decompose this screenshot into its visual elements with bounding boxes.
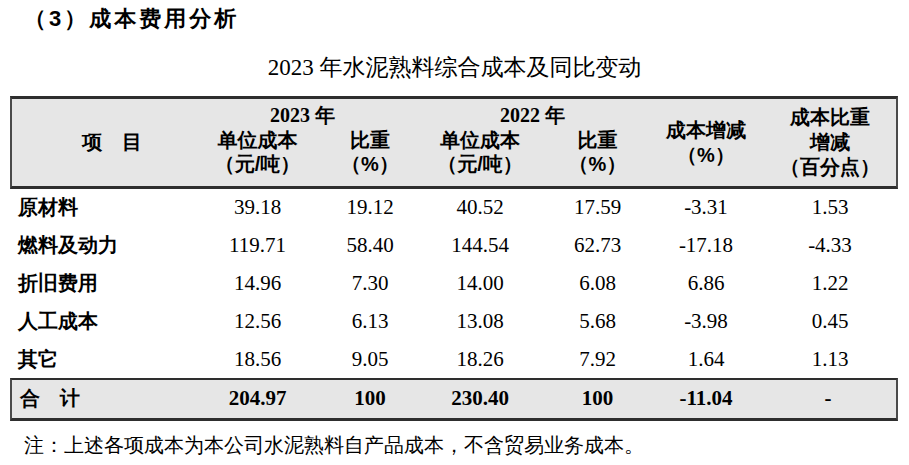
header-cost-change: 成本增减 （%）	[650, 99, 762, 186]
header-item: 项 目	[23, 99, 201, 186]
table-row: 人工成本 12.56 6.13 13.08 5.68 -3.98 0.45	[10, 302, 898, 340]
header-unit-cost-2022: 单位成本 （元/吨）	[415, 128, 545, 182]
table-row: 燃料及动力 119.71 58.40 144.54 62.73 -17.18 -…	[10, 227, 898, 265]
table-header: 项 目 2023 年 2022 年 单位成本 （元/吨） 比重 （%） 单位成本…	[10, 96, 898, 189]
cost-table: 项 目 2023 年 2022 年 单位成本 （元/吨） 比重 （%） 单位成本…	[10, 96, 898, 421]
header-unit-cost-2023: 单位成本 （元/吨）	[190, 128, 325, 182]
header-weight-2023: 比重 （%）	[325, 128, 415, 182]
header-weight-2022: 比重 （%）	[545, 128, 650, 182]
report-page: （3）成本费用分析 2023 年水泥熟料综合成本及同比变动 项 目 2023 年…	[0, 0, 909, 465]
table-row: 原材料 39.18 19.12 40.52 17.59 -3.31 1.53	[10, 189, 898, 227]
header-group-2023: 2023 年	[190, 103, 415, 127]
header-group-2022: 2022 年	[415, 103, 650, 127]
table-body: 原材料 39.18 19.12 40.52 17.59 -3.31 1.53 燃…	[10, 189, 898, 378]
header-weight-change: 成本比重 增减 （百分点）	[762, 99, 898, 186]
table-row: 折旧费用 14.96 7.30 14.00 6.08 6.86 1.22	[10, 265, 898, 303]
table-row: 其它 18.56 9.05 18.26 7.92 1.64 1.13	[10, 340, 898, 378]
footnote: 注：上述各项成本为本公司水泥熟料自产品成本，不含贸易业务成本。	[24, 432, 644, 459]
section-heading: （3）成本费用分析	[24, 4, 239, 34]
table-title: 2023 年水泥熟料综合成本及同比变动	[0, 52, 909, 83]
table-total-row: 合 计 204.97 100 230.40 100 -11.04 -	[10, 378, 898, 421]
